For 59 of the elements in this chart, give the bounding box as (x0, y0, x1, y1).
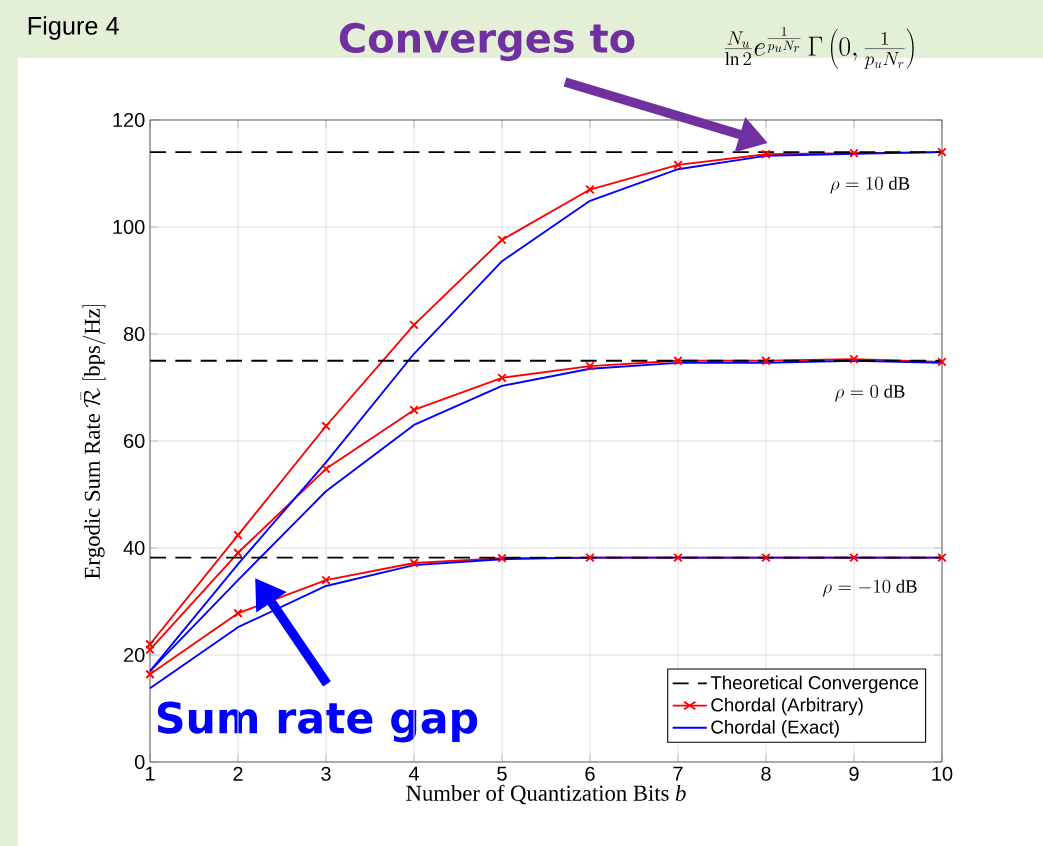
legend-label: Chordal (Exact) (711, 720, 839, 738)
point (937, 147, 947, 157)
point (145, 669, 155, 679)
point (233, 608, 243, 618)
chart-title: Figure 4 (28, 16, 119, 40)
point (497, 235, 507, 245)
x-tick-label: 3 (321, 766, 331, 781)
point (849, 148, 859, 158)
point (233, 548, 243, 558)
x-tick-label: 5 (497, 766, 507, 781)
x-tick-label: 10 (932, 766, 953, 781)
point (409, 405, 419, 415)
point (321, 464, 331, 474)
y-axis-title: $\mathrm{Ergodic\ Sum\ Rate}\ \bar{\mathcal{R}}\ [\mathrm{bps/Hz}]$ (80, 304, 106, 579)
y-tick-label: 60 (124, 433, 145, 449)
point (145, 644, 155, 655)
x-tick-label: 6 (585, 766, 595, 781)
point (497, 373, 507, 383)
point (585, 552, 595, 563)
point (585, 184, 595, 195)
point (849, 354, 859, 364)
point (321, 421, 331, 431)
point (409, 558, 419, 568)
point (585, 361, 595, 371)
x-axis-title: Number of Quantization Bits b (406, 784, 686, 805)
point (409, 320, 419, 330)
point (761, 356, 771, 366)
y-tick-label: 20 (124, 647, 145, 663)
point (233, 530, 243, 540)
point (937, 357, 947, 367)
point (673, 356, 683, 366)
point (673, 160, 683, 170)
point (761, 149, 771, 159)
x-tick-label: 7 (673, 766, 683, 781)
point (497, 553, 507, 563)
legend-label: Chordal (Arbitrary) (711, 697, 863, 716)
x-tick-label: 8 (761, 766, 771, 781)
y-tick-label: 0 (134, 754, 145, 770)
point (673, 552, 683, 563)
y-tick-label: 120 (113, 112, 145, 128)
text: Converges to (339, 22, 635, 62)
legend-label: Theoretical Convergence (710, 675, 919, 694)
y-tick-label: 100 (113, 219, 145, 235)
text: $\frac{N_u}{\ln 2} e^{\frac{1}{p_u N_r}}\, \Gamma\left(0, \frac{1}{p_u N_r}\right)$ (724, 26, 914, 69)
annotation: $\rho = 10\ \mathrm{dB}$ (830, 176, 910, 194)
x-tick-label: 9 (849, 766, 859, 781)
annotation: $\rho = -10\ \mathrm{dB}$ (822, 579, 917, 597)
x-tick-label: 1 (145, 766, 155, 781)
y-tick-label: 80 (123, 326, 145, 342)
point (761, 552, 771, 563)
point (937, 552, 947, 563)
x-tick-label: 2 (233, 766, 243, 781)
y-tick-label: 40 (123, 540, 145, 556)
point (145, 639, 155, 649)
point (321, 575, 331, 585)
annotation: Sum rate gap (157, 701, 478, 743)
x-tick-label: 4 (408, 766, 419, 781)
point (849, 552, 859, 563)
annotation: $\rho = 0\ \mathrm{dB}$ (835, 384, 905, 402)
